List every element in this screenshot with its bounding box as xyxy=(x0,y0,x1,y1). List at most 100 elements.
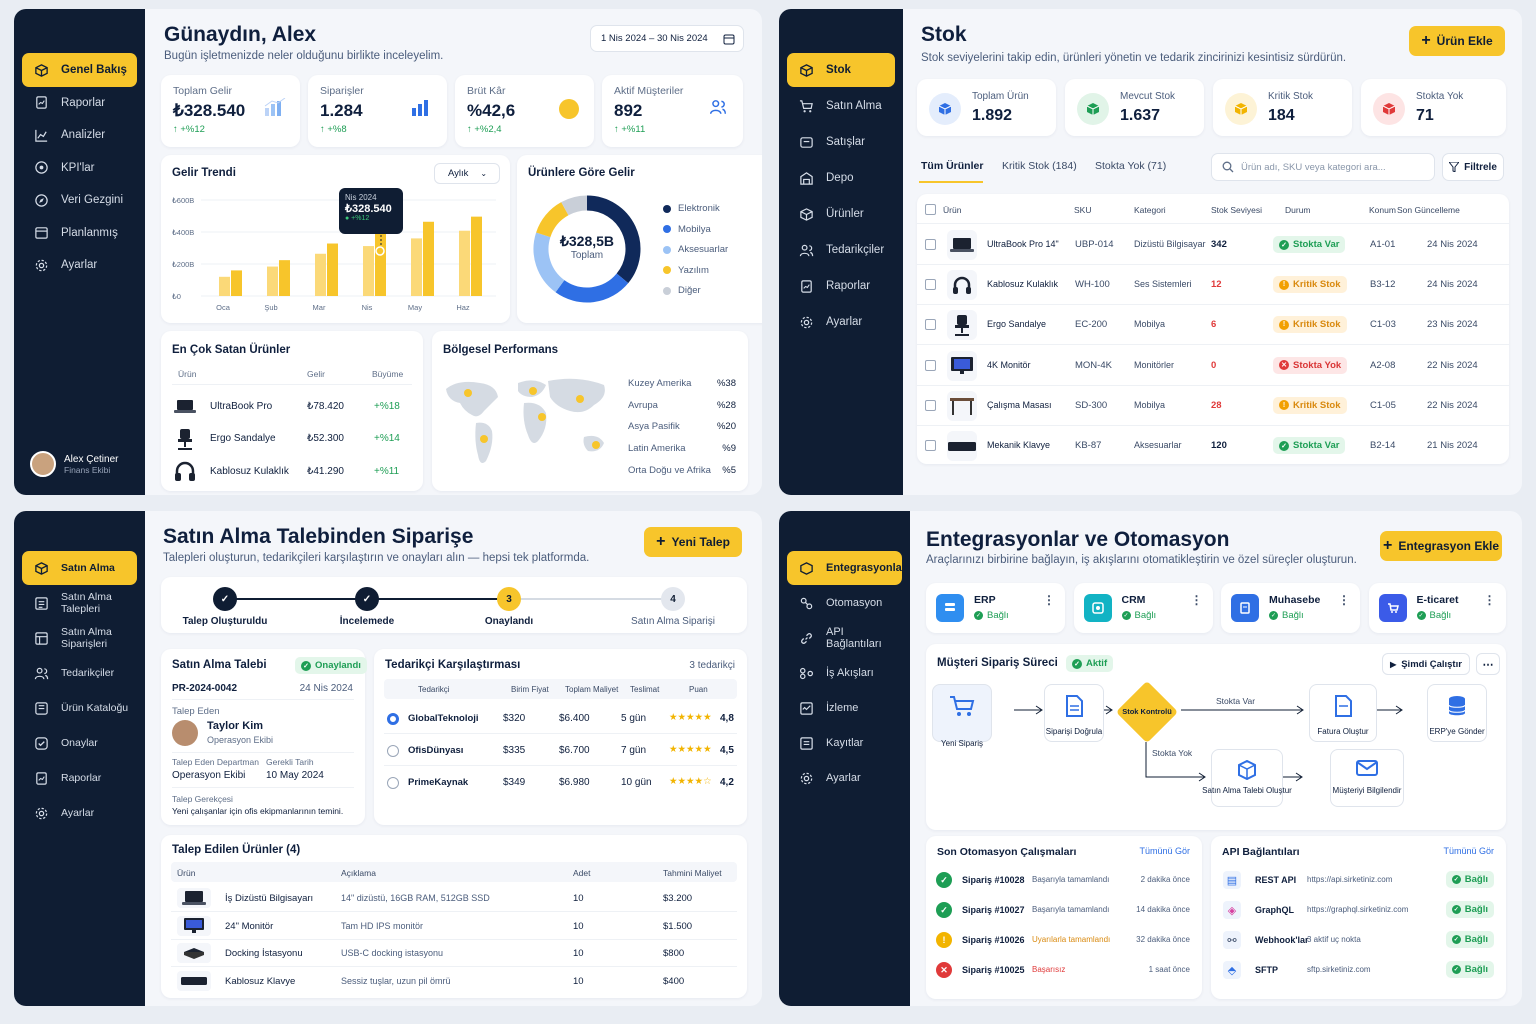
sidebar-item-0[interactable]: Satın Alma xyxy=(22,551,137,585)
table-row[interactable]: UltraBook Pro ₺78.420 +%18 xyxy=(172,391,412,421)
filter-button[interactable]: Filtrele xyxy=(1442,153,1504,181)
table-row[interactable]: Mekanik Klavye KB-87 Aksesuarlar 120 ✓ Stokta… xyxy=(917,426,1509,466)
period-select[interactable]: Aylık ⌄ xyxy=(434,163,500,184)
table-row[interactable]: 4K Monitör MON-4K Monitörler 0 ✕ Stokta Yok A2… xyxy=(917,346,1509,386)
sidebar-item-5[interactable]: Planlanmış xyxy=(22,216,137,250)
sidebar-item-4[interactable]: Ürün Kataloğu xyxy=(22,691,137,725)
sidebar-item-7[interactable]: Ayarlar xyxy=(787,305,895,339)
sidebar-item-4[interactable]: Ürünler xyxy=(787,197,895,231)
item-row[interactable]: Kablosuz Klavye Sessiz tuşlar, uzun pil ö… xyxy=(171,968,737,995)
sidebar-item-0[interactable]: Entegrasyonlar xyxy=(787,551,906,585)
run-row[interactable]: ✓ Sipariş #10028 Başarıyla tamamlandı 2 dak… xyxy=(936,866,1192,894)
sidebar-item-7[interactable]: Ayarlar xyxy=(22,796,137,830)
sidebar-item-3[interactable]: KPI'lar xyxy=(22,151,137,185)
sidebar-item-5[interactable]: Kayıtlar xyxy=(787,726,902,760)
api-row[interactable]: ⚯ Webhook'lar 3 aktif uç nokta ✓ Bağlı xyxy=(1221,926,1496,954)
sidebar-item-3[interactable]: İş Akışları xyxy=(787,656,902,690)
sidebar-item-2[interactable]: API Bağlantıları xyxy=(787,621,902,655)
user-profile[interactable]: Alex Çetiner Finans Ekibi xyxy=(30,451,118,477)
workflow-node[interactable]: Siparişi Doğrula xyxy=(1044,684,1104,742)
sidebar-item-1[interactable]: Raporlar xyxy=(22,86,137,120)
workflow-node[interactable]: ERP'ye Gönder xyxy=(1427,684,1487,742)
sidebar-item-2[interactable]: Satışlar xyxy=(787,125,895,159)
table-row[interactable]: UltraBook Pro 14" UBP-014 Dizüstü Bilgisay… xyxy=(917,225,1509,265)
sidebar-item-2[interactable]: Analizler xyxy=(22,118,137,152)
sidebar-item-6[interactable]: Ayarlar xyxy=(22,248,137,282)
run-row[interactable]: ✓ Sipariş #10027 Başarıyla tamamlandı 14 da… xyxy=(936,896,1192,924)
integration-card[interactable]: E-ticaret ✓ Bağlı ⋮ xyxy=(1368,583,1506,633)
sidebar-item-5[interactable]: Onaylar xyxy=(22,726,137,760)
table-row[interactable]: Ergo Sandalye EC-200 Mobilya 6! Kritik Stok C… xyxy=(917,305,1509,346)
table-row[interactable]: Ergo Sandalye ₺52.300 +%14 xyxy=(172,424,412,454)
integration-card[interactable]: Muhasebe ✓ Bağlı ⋮ xyxy=(1221,583,1360,633)
workflow-node[interactable]: Fatura Oluştur xyxy=(1309,684,1377,742)
user-name: Alex Çetiner xyxy=(64,453,119,465)
integration-name: ERP xyxy=(974,594,996,606)
row-checkbox[interactable] xyxy=(925,239,936,250)
more-icon[interactable]: ⋮ xyxy=(1043,593,1055,607)
supplier-row[interactable]: PrimeKaynak $349 $6.980 10 gün ★★★★☆ 4,2 xyxy=(384,768,737,798)
row-checkbox[interactable] xyxy=(925,440,936,451)
item-row[interactable]: İş Dizüstü Bilgisayarı 14" dizüstü, 16GB … xyxy=(171,885,737,912)
more-icon[interactable]: ⋮ xyxy=(1338,593,1350,607)
workflow-node[interactable]: Müşteriyi Bilgilendir xyxy=(1330,749,1404,807)
stock-check-decision[interactable]: Stok Kontrolü xyxy=(1115,680,1179,744)
row-checkbox[interactable] xyxy=(925,279,936,291)
integration-card[interactable]: ERP ✓ Bağlı ⋮ xyxy=(926,583,1065,633)
date-range-picker[interactable]: 1 Nis 2024 – 30 Nis 2024 xyxy=(590,25,744,52)
row-checkbox[interactable] xyxy=(925,319,936,331)
table-row[interactable]: Kablosuz Kulaklık ₺41.290 +%11 xyxy=(172,456,412,486)
sidebar-item-4[interactable]: İzleme xyxy=(787,691,902,725)
api-row[interactable]: ◈ GraphQL https://graphql.sirketiniz.com ✓ B… xyxy=(1221,896,1496,924)
table-row[interactable]: Çalışma Masası SD-300 Mobilya 28! Kritik Sto… xyxy=(917,386,1509,426)
add-integration-button[interactable]: + Entegrasyon Ekle xyxy=(1380,531,1502,561)
row-checkbox[interactable] xyxy=(925,399,936,411)
run-row[interactable]: ✕ Sipariş #10025 Başarısız 1 saat önce xyxy=(936,956,1192,984)
supplier-row[interactable]: GlobalTeknoloji $320 $6.400 5 gün ★★★★★ 4,8 xyxy=(384,704,737,734)
sidebar-item-4[interactable]: Veri Gezgini xyxy=(22,183,137,217)
sidebar-item-3[interactable]: Tedarikçiler xyxy=(22,656,137,690)
item-row[interactable]: Docking İstasyonu USB-C docking istasyonu… xyxy=(171,940,737,967)
api-row[interactable]: ▤ REST API https://api.sirketiniz.com ✓ Bağl… xyxy=(1221,866,1496,894)
sidebar-item-0[interactable]: Genel Bakış xyxy=(22,53,137,87)
tab-2[interactable]: Stokta Yok (71) xyxy=(1095,160,1167,172)
tab-0[interactable]: Tüm Ürünler xyxy=(921,160,984,172)
more-menu-button[interactable]: ⋯ xyxy=(1476,653,1500,675)
row-checkbox[interactable] xyxy=(925,359,936,371)
workflow-node[interactable]: Satın Alma Talebi Oluştur xyxy=(1202,749,1292,807)
supplier-radio[interactable] xyxy=(387,745,399,757)
api-row[interactable]: ⬘ SFTP sftp.sirketiniz.com ✓ Bağlı xyxy=(1221,956,1496,984)
sidebar-item-2[interactable]: Satın Alma Siparişleri xyxy=(22,621,137,655)
sidebar-item-1[interactable]: Otomasyon xyxy=(787,586,902,620)
tab-1[interactable]: Kritik Stok (184) xyxy=(1002,160,1077,172)
sidebar-item-1[interactable]: Satın Alma Talepleri xyxy=(22,586,137,620)
new-request-button[interactable]: + Yeni Talep xyxy=(644,527,742,557)
sidebar-item-6[interactable]: Raporlar xyxy=(22,761,137,795)
legend-name: Mobilya xyxy=(678,223,711,235)
run-now-button[interactable]: ▶ Şimdi Çalıştır xyxy=(1382,653,1470,675)
integration-card[interactable]: CRM ✓ Bağlı ⋮ xyxy=(1073,583,1213,633)
product-search-input[interactable]: Ürün adı, SKU veya kategori ara... xyxy=(1211,153,1435,181)
view-all-link[interactable]: Tümünü Gör xyxy=(1443,846,1494,856)
sidebar-item-6[interactable]: Raporlar xyxy=(787,269,895,303)
check-circle-icon: ✓ xyxy=(1451,875,1461,884)
sidebar-item-5[interactable]: Tedarikçiler xyxy=(787,233,895,267)
supplier-radio[interactable] xyxy=(387,713,399,725)
more-icon[interactable]: ⋮ xyxy=(1483,593,1496,607)
sidebar-item-1[interactable]: Satın Alma xyxy=(787,89,895,123)
add-product-button[interactable]: + Ürün Ekle xyxy=(1409,26,1505,56)
select-all-checkbox[interactable] xyxy=(925,204,936,215)
more-icon[interactable]: ⋮ xyxy=(1190,593,1203,607)
rating-score: 4,8 xyxy=(720,713,734,724)
run-row[interactable]: ! Sipariş #10026 Uyarılarla tamamlandı 32 d… xyxy=(936,926,1192,954)
workflow-node[interactable]: Yeni Sipariş xyxy=(932,684,992,748)
cart-icon xyxy=(799,99,814,114)
view-all-link[interactable]: Tümünü Gör xyxy=(1139,846,1190,856)
table-row[interactable]: Kablosuz Kulaklık WH-100 Ses Sistemleri 12!… xyxy=(917,265,1509,306)
supplier-radio[interactable] xyxy=(387,777,399,789)
sidebar-item-6[interactable]: Ayarlar xyxy=(787,761,902,795)
supplier-row[interactable]: OfisDünyası $335 $6.700 7 gün ★★★★★ 4,5 xyxy=(384,736,737,766)
sidebar-item-0[interactable]: Stok xyxy=(787,53,895,87)
item-row[interactable]: 24" Monitör Tam HD IPS monitör 10 $1.500 xyxy=(171,913,737,940)
sidebar-item-3[interactable]: Depo xyxy=(787,161,895,195)
